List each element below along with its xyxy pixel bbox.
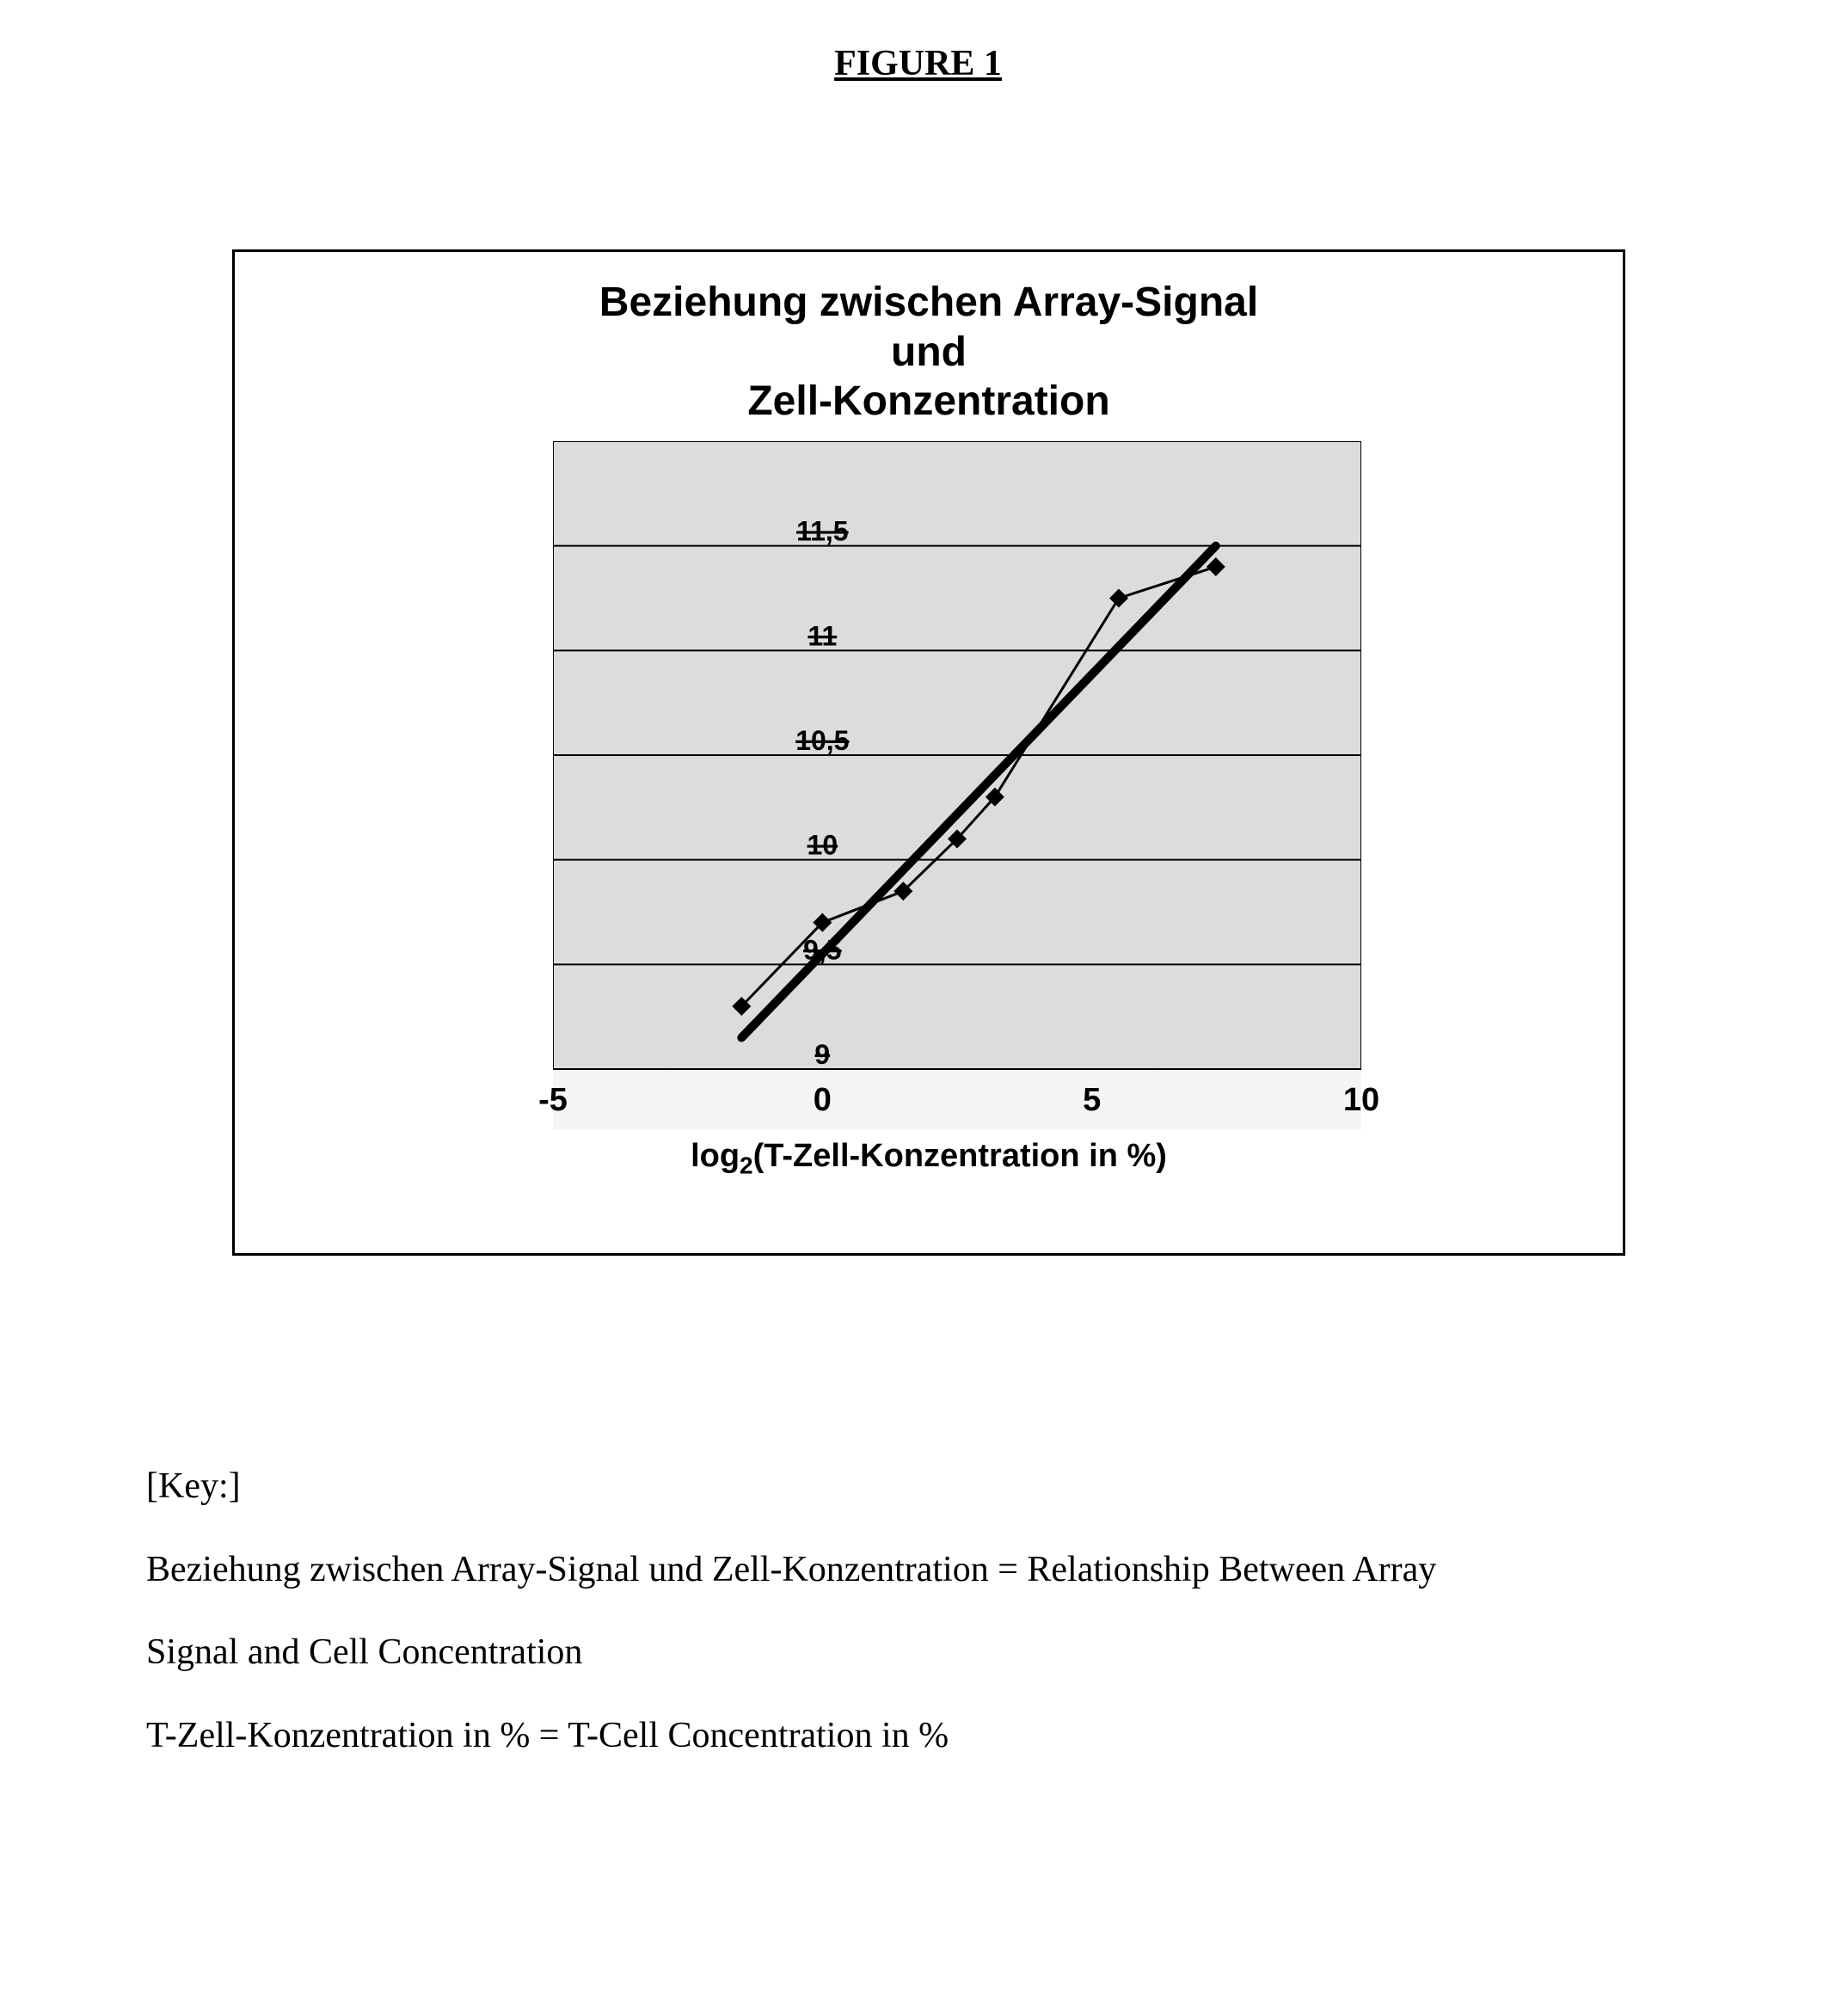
x-tick-label: 5 xyxy=(1083,1082,1101,1119)
chart-container: Beziehung zwischen Array-Signal und Zell… xyxy=(232,249,1625,1256)
key-section: [Key:] Beziehung zwischen Array-Signal u… xyxy=(146,1445,1694,1777)
x-tick-label: -5 xyxy=(538,1082,568,1119)
y-tick-label: 9 xyxy=(814,1039,830,1070)
y-tick-label: 11 xyxy=(807,620,837,651)
x-tick-label: 0 xyxy=(814,1082,832,1119)
key-line: T-Zell-Konzentration in % = T-Cell Conce… xyxy=(146,1694,1694,1778)
x-tick-label: 10 xyxy=(1343,1082,1379,1119)
y-tick-label: 10,5 xyxy=(795,725,849,756)
key-line: Signal and Cell Concentration xyxy=(146,1611,1694,1694)
key-header: [Key:] xyxy=(146,1445,1694,1528)
y-tick-label: 12 xyxy=(807,441,838,442)
plot-area: 9 9,5 10 10,5 11 11,5 12 xyxy=(553,441,1361,1069)
y-tick-label: 10 xyxy=(807,830,838,861)
y-tick-label: 9,5 xyxy=(803,934,841,965)
x-axis-label: log2(T-Zell-Konzentration in %) xyxy=(691,1138,1167,1180)
key-line: Beziehung zwischen Array-Signal und Zell… xyxy=(146,1528,1694,1612)
x-label-suffix: (T-Zell-Konzentration in %) xyxy=(753,1138,1167,1174)
x-label-subscript: 2 xyxy=(740,1152,753,1179)
x-label-prefix: log xyxy=(691,1138,740,1174)
chart-svg: 9 9,5 10 10,5 11 11,5 12 xyxy=(553,441,1361,1129)
chart-title: Beziehung zwischen Array-Signal und Zell… xyxy=(582,278,1276,427)
figure-label: FIGURE 1 xyxy=(834,43,1002,84)
y-tick-label: 11,5 xyxy=(796,516,849,547)
